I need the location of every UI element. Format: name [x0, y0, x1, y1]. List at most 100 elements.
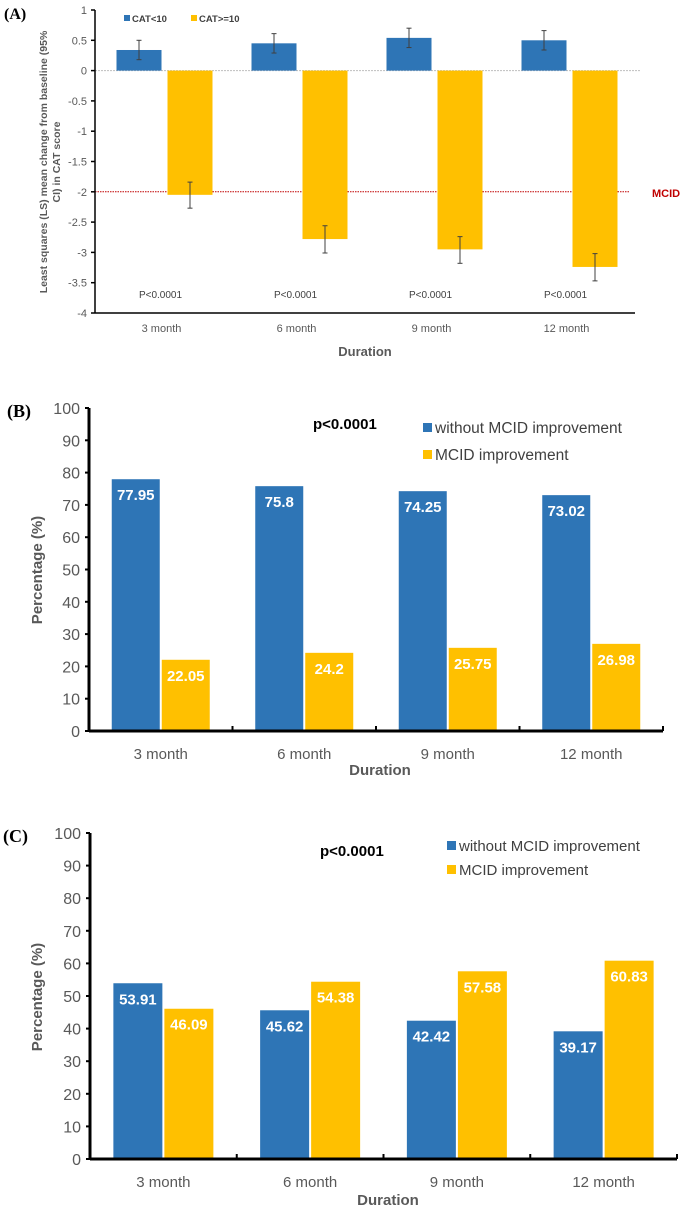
- bar-without-mcid: [398, 491, 447, 731]
- bar-value-label: 60.83: [610, 969, 648, 986]
- bar-mcid-improvement: [457, 971, 507, 1159]
- x-tick-label: 9 month: [430, 1174, 484, 1191]
- bar-mcid-improvement: [592, 643, 641, 731]
- panel-b-ylabel: Percentage (%): [29, 516, 46, 624]
- x-tick-label: 6 month: [277, 746, 331, 763]
- bar-value-label: 73.02: [547, 503, 585, 520]
- legend-label: CAT>=10: [199, 14, 239, 25]
- bar-value-label: 57.58: [464, 979, 502, 996]
- panel-a-ylabel-line1: Least squares (LS) mean change from base…: [38, 30, 50, 293]
- bar-value-label: 53.91: [119, 991, 157, 1008]
- x-tick-label: 9 month: [412, 323, 452, 335]
- panel-a-label: (A): [4, 6, 26, 23]
- panel-c-ylabel: Percentage (%): [29, 943, 46, 1051]
- bar-mcid-improvement: [164, 1008, 214, 1159]
- y-tick-label: 50: [63, 989, 81, 1006]
- y-tick-label: 90: [62, 433, 80, 450]
- bar-value-label: 25.75: [454, 656, 492, 673]
- p-value-annotation: P<0.0001: [544, 290, 588, 301]
- y-tick-label: 40: [63, 1022, 81, 1039]
- bar-value-label: 75.8: [265, 494, 294, 511]
- legend-label: without MCID improvement: [458, 838, 641, 855]
- bar-mcid-improvement: [305, 652, 354, 731]
- y-tick-label: 30: [63, 1054, 81, 1071]
- bar-value-label: 22.05: [167, 668, 205, 685]
- y-tick-label: 20: [62, 659, 80, 676]
- y-tick-label: 80: [62, 466, 80, 483]
- panel-b-label: (B): [7, 401, 31, 422]
- bar-mcid-improvement: [604, 960, 654, 1159]
- y-tick-label: 50: [62, 563, 80, 580]
- legend-label: CAT<10: [132, 14, 167, 25]
- y-tick-label: 100: [54, 826, 81, 843]
- y-tick-label: 10: [63, 1119, 81, 1136]
- bar-value-label: 77.95: [117, 487, 155, 504]
- bar-cat-ge10: [167, 70, 213, 195]
- bar-without-mcid: [255, 486, 304, 731]
- y-tick-label: 0: [71, 724, 80, 741]
- bar-cat-ge10: [572, 70, 618, 267]
- x-tick-label: 12 month: [560, 746, 623, 763]
- panel-c: (C) Percentage (%) 0 10 20 30 40 50 60 70 80 90 10…: [3, 826, 678, 1209]
- panel-c-pvalue: p<0.0001: [320, 843, 384, 860]
- p-value-annotation: P<0.0001: [274, 290, 318, 301]
- y-tick-label: -2.5: [68, 217, 87, 229]
- y-tick-label: -2: [77, 187, 87, 199]
- bar-value-label: 74.25: [404, 499, 442, 516]
- y-tick-label: 60: [63, 956, 81, 973]
- y-tick-label: 100: [53, 401, 80, 418]
- bar-without-mcid: [406, 1020, 456, 1159]
- panel-c-xlabel: Duration: [357, 1192, 419, 1209]
- y-tick-label: 90: [63, 859, 81, 876]
- bar-value-label: 45.62: [266, 1018, 304, 1035]
- legend-label: MCID improvement: [459, 862, 589, 879]
- mcid-label: MCID: [652, 188, 680, 200]
- x-tick-label: 6 month: [283, 1174, 337, 1191]
- x-tick-label: 12 month: [544, 323, 590, 335]
- bar-value-label: 39.17: [559, 1039, 597, 1056]
- bar-value-label: 54.38: [317, 990, 355, 1007]
- x-tick-label: 12 month: [572, 1174, 635, 1191]
- panel-b: (B) Percentage (%) 0 10 20 30 40 50 60 70 80 90 10…: [7, 401, 664, 779]
- y-tick-label: -0.5: [68, 96, 87, 108]
- bar-cat-ge10: [302, 70, 348, 240]
- panel-a-xlabel: Duration: [338, 344, 392, 359]
- bar-value-label: 26.98: [597, 652, 635, 669]
- bar-without-mcid: [113, 983, 163, 1159]
- panel-b-pvalue: p<0.0001: [313, 416, 377, 433]
- panel-b-xlabel: Duration: [349, 762, 411, 779]
- legend-label: without MCID improvement: [434, 420, 623, 437]
- bar-value-label: 24.2: [315, 661, 344, 678]
- y-tick-label: 70: [63, 924, 81, 941]
- y-tick-label: 10: [62, 692, 80, 709]
- y-tick-label: 0: [72, 1152, 81, 1169]
- bar-value-label: 42.42: [413, 1029, 451, 1046]
- y-tick-label: 70: [62, 498, 80, 515]
- bar-mcid-improvement: [311, 981, 361, 1159]
- y-tick-label: 30: [62, 627, 80, 644]
- y-tick-label: -3.5: [68, 278, 87, 290]
- legend-swatch: [423, 423, 432, 432]
- panel-c-label: (C): [3, 826, 28, 847]
- y-tick-label: 1: [81, 5, 87, 17]
- y-tick-label: 0: [81, 66, 87, 78]
- y-tick-label: 60: [62, 530, 80, 547]
- y-tick-label: 40: [62, 595, 80, 612]
- bar-mcid-improvement: [448, 647, 497, 731]
- bar-value-label: 46.09: [170, 1017, 208, 1034]
- panel-a-ylabel-line2: CI) in CAT score: [51, 121, 63, 202]
- panel-a: (A) Least squares (LS) mean change from …: [4, 5, 680, 359]
- y-tick-label: 80: [63, 891, 81, 908]
- y-tick-label: -1.5: [68, 157, 87, 169]
- x-tick-label: 6 month: [277, 323, 317, 335]
- x-tick-label: 3 month: [142, 323, 182, 335]
- y-tick-label: -4: [77, 308, 87, 320]
- x-tick-label: 3 month: [134, 746, 188, 763]
- legend-label: MCID improvement: [435, 447, 569, 464]
- bar-mcid-improvement: [161, 659, 210, 731]
- y-tick-label: 20: [63, 1087, 81, 1104]
- bar-cat-lt10: [116, 49, 162, 71]
- legend-swatch: [124, 15, 130, 21]
- legend-swatch: [423, 450, 432, 459]
